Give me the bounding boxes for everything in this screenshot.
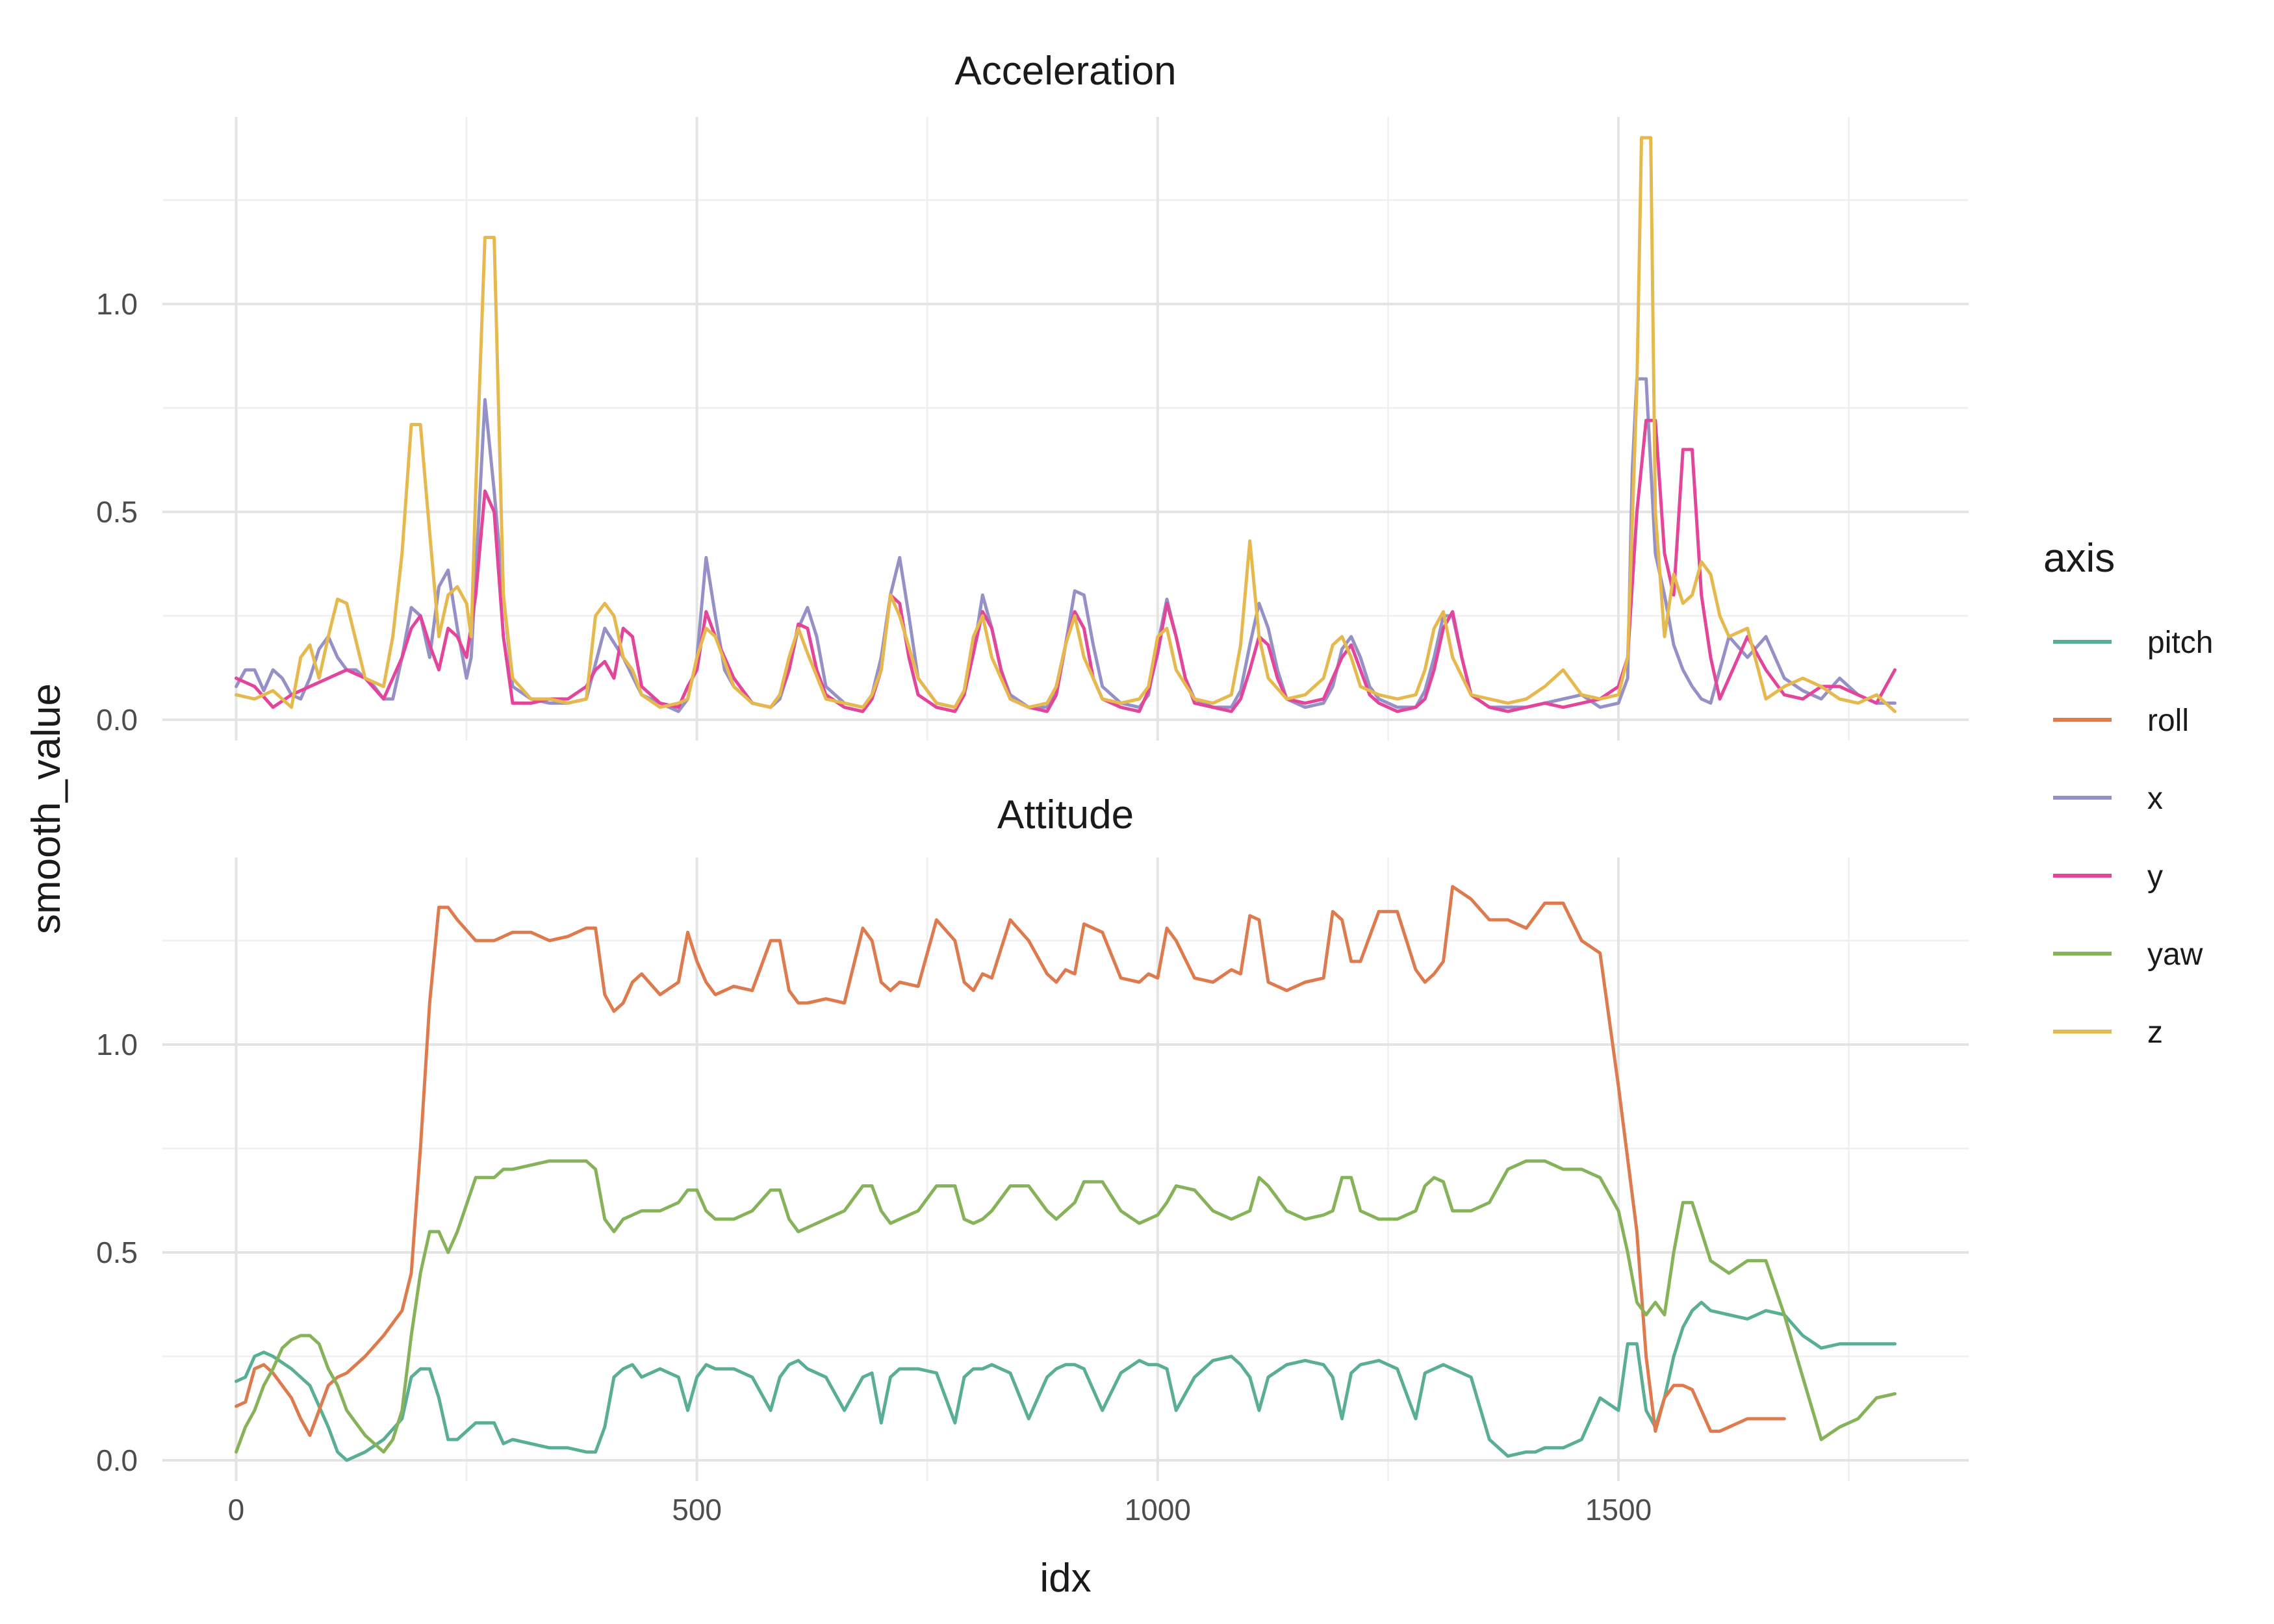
x-tick-label: 500 bbox=[672, 1493, 722, 1527]
legend-label-pitch: pitch bbox=[2147, 626, 2213, 660]
legend-title: axis bbox=[2043, 536, 2115, 581]
y-tick-label: 0.0 bbox=[96, 703, 138, 737]
legend-label-z: z bbox=[2147, 1015, 2163, 1050]
legend: axis pitch roll x y yaw z bbox=[2043, 536, 2213, 1050]
legend-label-y: y bbox=[2147, 859, 2163, 894]
x-tick-label: 0 bbox=[228, 1493, 245, 1527]
y-tick-label: 0.5 bbox=[96, 495, 138, 529]
series-line-roll bbox=[235, 885, 1786, 1438]
legend-label-yaw: yaw bbox=[2147, 937, 2203, 972]
series-line-z bbox=[235, 136, 1897, 713]
legend-entry-roll: roll bbox=[2053, 704, 2189, 738]
series-line-yaw bbox=[235, 1159, 1897, 1454]
panel-acceleration: Acceleration 0.0 0.5 1.0 bbox=[96, 49, 1969, 741]
panel-attitude: Attitude 0.0 0.5 1.0 bbox=[96, 793, 1969, 1481]
y-tick-label: 1.0 bbox=[96, 1028, 138, 1061]
x-axis-title: idx bbox=[1040, 1556, 1091, 1601]
panel-attitude-y-ticks: 0.0 0.5 1.0 bbox=[96, 1028, 138, 1477]
panel-acceleration-y-ticks: 0.0 0.5 1.0 bbox=[96, 287, 138, 737]
y-tick-label: 0.0 bbox=[96, 1443, 138, 1477]
legend-label-roll: roll bbox=[2147, 704, 2189, 738]
series-line-pitch bbox=[235, 1300, 1897, 1462]
panel-title-acceleration: Acceleration bbox=[954, 49, 1176, 94]
legend-entry-y: y bbox=[2053, 859, 2163, 894]
x-tick-label: 1000 bbox=[1125, 1493, 1191, 1527]
legend-entries: pitch roll x y yaw z bbox=[2053, 626, 2213, 1050]
legend-label-x: x bbox=[2147, 781, 2163, 816]
legend-entry-yaw: yaw bbox=[2053, 937, 2203, 972]
y-axis-title: smooth_value bbox=[24, 683, 69, 934]
panel-attitude-lines bbox=[235, 885, 1897, 1462]
panel-title-attitude: Attitude bbox=[997, 793, 1134, 837]
legend-entry-pitch: pitch bbox=[2053, 626, 2213, 660]
x-tick-label: 1500 bbox=[1585, 1493, 1652, 1527]
y-tick-label: 1.0 bbox=[96, 287, 138, 321]
x-axis-ticks: 0 500 1000 1500 bbox=[228, 1493, 1652, 1527]
legend-entry-z: z bbox=[2053, 1015, 2163, 1050]
legend-entry-x: x bbox=[2053, 781, 2163, 816]
y-tick-label: 0.5 bbox=[96, 1236, 138, 1269]
panel-acceleration-lines bbox=[235, 136, 1897, 713]
